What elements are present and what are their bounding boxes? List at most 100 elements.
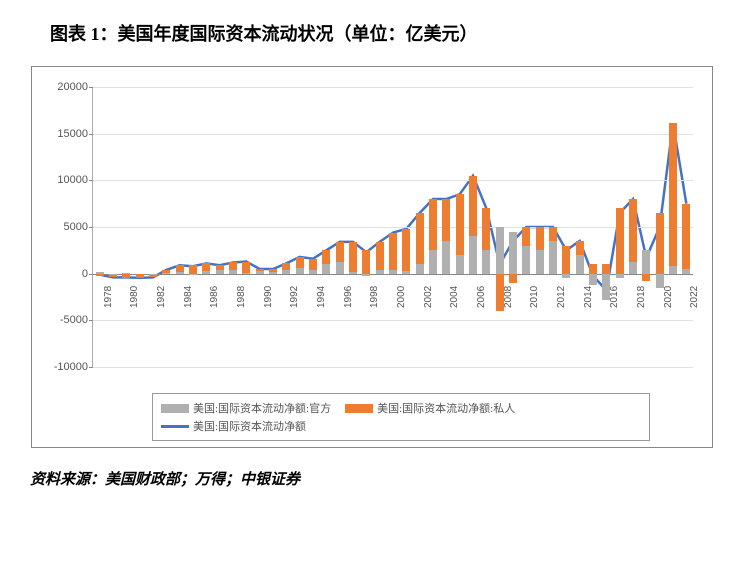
bar-private bbox=[176, 265, 184, 272]
bar-official bbox=[229, 270, 237, 274]
x-tick-label: 1986 bbox=[209, 285, 220, 307]
bar-private bbox=[189, 265, 197, 273]
bar-official bbox=[322, 264, 330, 273]
bar-private bbox=[202, 263, 210, 270]
bar-official bbox=[282, 270, 290, 274]
bar-official bbox=[416, 264, 424, 273]
bar-official bbox=[469, 236, 477, 273]
bar-official bbox=[336, 262, 344, 273]
bar-private bbox=[669, 123, 677, 266]
bar-private bbox=[456, 194, 464, 255]
chart-title: 图表 1：美国年度国际资本流动状况（单位：亿美元） bbox=[20, 20, 724, 46]
bar-official bbox=[589, 274, 597, 285]
bar-official bbox=[162, 273, 170, 274]
bar-private bbox=[442, 199, 450, 241]
bar-official bbox=[669, 266, 677, 273]
bar-official bbox=[562, 274, 570, 279]
bar-private bbox=[389, 233, 397, 270]
bar-private bbox=[282, 263, 290, 270]
bar-private bbox=[536, 227, 544, 250]
bar-official bbox=[616, 274, 624, 279]
bar-official bbox=[682, 269, 690, 274]
bar-official bbox=[536, 250, 544, 273]
bar-official bbox=[216, 270, 224, 274]
bar-official bbox=[496, 227, 504, 274]
x-tick-label: 2008 bbox=[503, 285, 514, 307]
bar-official bbox=[189, 274, 197, 275]
x-tick-label: 1992 bbox=[289, 285, 300, 307]
x-tick-label: 2016 bbox=[609, 285, 620, 307]
bar-private bbox=[469, 176, 477, 237]
bar-private bbox=[642, 274, 650, 281]
x-tick-label: 2020 bbox=[663, 285, 674, 307]
bar-official bbox=[309, 270, 317, 274]
bar-private bbox=[402, 229, 410, 271]
bar-official bbox=[522, 246, 530, 274]
bar-private bbox=[429, 199, 437, 250]
bar-private bbox=[522, 227, 530, 246]
bar-private bbox=[376, 242, 384, 270]
legend-item-official: 美国:国际资本流动净额:官方 bbox=[161, 400, 331, 416]
legend-item-private: 美国:国际资本流动净额:私人 bbox=[345, 400, 515, 416]
y-tick-label: -10000 bbox=[43, 361, 88, 373]
bar-official bbox=[429, 250, 437, 273]
legend-label-official: 美国:国际资本流动净额:官方 bbox=[193, 400, 331, 416]
bar-private bbox=[482, 208, 490, 250]
y-tick-label: 0 bbox=[43, 268, 88, 280]
y-tick-label: 15000 bbox=[43, 128, 88, 140]
y-tick-label: 5000 bbox=[43, 221, 88, 233]
bar-private bbox=[656, 213, 664, 274]
x-tick-label: 2018 bbox=[636, 285, 647, 307]
x-tick-label: 2000 bbox=[396, 285, 407, 307]
bar-official bbox=[269, 272, 277, 274]
bar-private bbox=[149, 275, 157, 278]
bar-private bbox=[682, 204, 690, 269]
bar-private bbox=[136, 274, 144, 278]
x-tick-label: 2014 bbox=[583, 285, 594, 307]
bar-private bbox=[416, 213, 424, 264]
bar-private bbox=[322, 250, 330, 264]
bar-private bbox=[109, 275, 117, 278]
x-tick-label: 1978 bbox=[103, 285, 114, 307]
legend-item-total: 美国:国际资本流动净额 bbox=[161, 418, 306, 434]
bar-official bbox=[296, 268, 304, 274]
x-tick-label: 2006 bbox=[476, 285, 487, 307]
bar-private bbox=[589, 264, 597, 273]
x-tick-label: 2012 bbox=[556, 285, 567, 307]
x-tick-label: 1990 bbox=[263, 285, 274, 307]
bar-private bbox=[162, 270, 170, 273]
bar-private bbox=[122, 274, 130, 279]
x-tick-label: 2002 bbox=[423, 285, 434, 307]
bar-private bbox=[576, 241, 584, 255]
plot-area: -10000-500005000100001500020000 bbox=[92, 87, 693, 367]
bar-official bbox=[176, 272, 184, 274]
source-line: 资料来源：美国财政部；万得；中银证券 bbox=[20, 468, 724, 489]
bar-official bbox=[456, 255, 464, 274]
y-tick-label: -5000 bbox=[43, 314, 88, 326]
x-tick-label: 1998 bbox=[369, 285, 380, 307]
legend-label-private: 美国:国际资本流动净额:私人 bbox=[377, 400, 515, 416]
legend: 美国:国际资本流动净额:官方 美国:国际资本流动净额:私人 美国:国际资本流动净… bbox=[152, 393, 650, 441]
bar-private bbox=[229, 262, 237, 269]
x-tick-label: 1994 bbox=[316, 285, 327, 307]
x-tick-label: 1988 bbox=[236, 285, 247, 307]
bar-private bbox=[309, 259, 317, 270]
bar-private bbox=[602, 264, 610, 273]
bar-official bbox=[389, 270, 397, 274]
bar-official bbox=[482, 250, 490, 273]
x-tick-label: 1980 bbox=[129, 285, 140, 307]
bar-private bbox=[296, 257, 304, 268]
legend-swatch-official bbox=[161, 404, 189, 413]
legend-label-total: 美国:国际资本流动净额 bbox=[193, 418, 306, 434]
bar-official bbox=[376, 270, 384, 274]
bar-official bbox=[509, 232, 517, 274]
bar-private bbox=[216, 265, 224, 270]
x-tick-label: 1996 bbox=[343, 285, 354, 307]
x-tick-label: 1982 bbox=[156, 285, 167, 307]
bar-private bbox=[242, 262, 250, 273]
bar-official bbox=[642, 250, 650, 273]
bar-private bbox=[362, 250, 370, 273]
legend-swatch-private bbox=[345, 404, 373, 413]
y-tick-label: 10000 bbox=[43, 174, 88, 186]
bar-official bbox=[242, 273, 250, 274]
